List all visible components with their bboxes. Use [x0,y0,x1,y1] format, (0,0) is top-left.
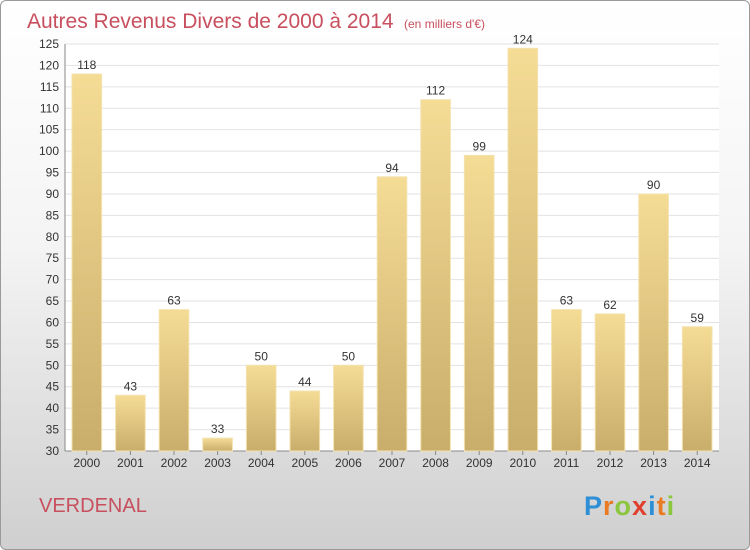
x-tick-label: 2012 [597,456,624,470]
bar [289,390,321,452]
bar [507,47,539,452]
y-tick-label: 100 [39,144,59,158]
data-label: 33 [211,422,225,436]
bar [71,73,103,452]
x-tick-label: 2008 [422,456,449,470]
y-tick-label: 125 [39,37,59,51]
data-label: 112 [426,84,445,98]
y-tick-label: 110 [40,101,59,115]
data-label: 62 [603,298,617,312]
x-tick-label: 2011 [553,456,579,470]
logo-letter: i [666,491,676,521]
y-tick-label: 120 [39,58,59,72]
data-label: 94 [385,161,399,175]
bar [463,154,495,452]
y-tick-label: 60 [46,315,60,329]
bar [202,437,233,452]
data-label: 59 [691,311,705,325]
bar [551,309,582,452]
proxiti-logo: Proxiti [584,491,675,522]
data-label: 90 [647,178,661,192]
data-label: 50 [342,349,356,363]
y-tick-label: 85 [46,208,60,222]
chart-title-block: Autres Revenus Divers de 2000 à 2014 (en… [27,10,485,34]
logo-letter: x [632,491,649,521]
x-tick-label: 2014 [684,456,711,470]
data-label: 63 [560,294,574,308]
data-label: 118 [77,58,96,72]
logo-letter: P [584,491,604,521]
x-tick-label: 2002 [161,456,188,470]
logo-letter: i [648,491,657,521]
logo-letter: r [603,491,615,521]
y-tick-label: 75 [46,251,60,265]
bar [638,193,669,452]
y-tick-label: 105 [39,123,59,137]
y-tick-label: 45 [46,380,60,394]
y-tick-label: 115 [40,80,59,94]
x-tick-label: 2009 [466,456,493,470]
bar [420,99,451,452]
y-tick-label: 30 [46,444,60,458]
x-tick-label: 2007 [379,456,406,470]
bar [158,309,190,452]
logo-letter: t [656,491,667,521]
bar [245,364,277,452]
y-tick-label: 35 [46,423,60,437]
data-label: 44 [298,375,312,389]
bar [376,176,408,452]
bar [594,313,626,452]
data-label: 43 [124,379,138,393]
logo-letter: o [614,491,633,521]
data-label: 124 [513,32,533,46]
y-tick-label: 50 [46,358,60,372]
data-label: 50 [255,349,269,363]
y-tick-label: 70 [46,273,60,287]
x-tick-label: 2006 [335,456,362,470]
x-tick-label: 2010 [509,456,536,470]
commune-name: VERDENAL [39,495,147,517]
y-tick-label: 95 [46,166,60,180]
bar [333,364,364,452]
chart-subtitle: (en milliers d'€) [404,17,485,31]
bar [681,326,713,452]
data-label: 99 [473,139,487,153]
data-label: 63 [167,294,181,308]
x-tick-label: 2001 [117,456,144,470]
y-tick-label: 90 [46,187,60,201]
x-tick-label: 2000 [73,456,100,470]
y-tick-label: 65 [46,294,60,308]
y-tick-label: 55 [46,337,60,351]
y-tick-label: 80 [46,230,60,244]
x-tick-label: 2004 [248,456,275,470]
x-tick-label: 2005 [291,456,318,470]
y-tick-label: 40 [46,401,60,415]
x-tick-label: 2003 [204,456,231,470]
x-tick-label: 2013 [640,456,667,470]
chart-title: Autres Revenus Divers de 2000 à 2014 [27,10,394,33]
bar [115,394,146,452]
